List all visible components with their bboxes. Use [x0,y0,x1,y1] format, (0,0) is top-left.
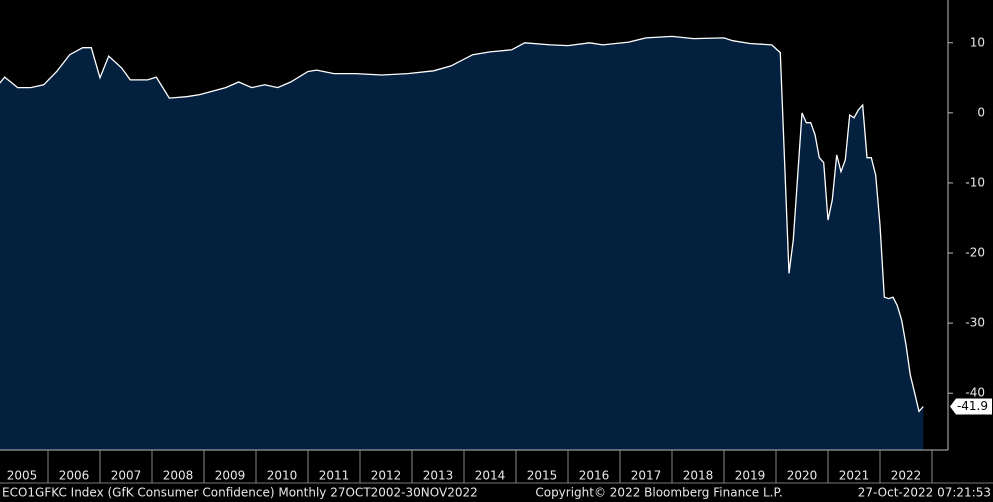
x-tick-label: 2015 [527,469,558,483]
y-tick-label: -40 [965,386,985,400]
footer-center: Copyright© 2022 Bloomberg Finance L.P. [535,486,782,500]
x-tick-label: 2016 [579,469,610,483]
x-tick-label: 2014 [475,469,506,483]
footer-left: ECO1GFKC Index (GfK Consumer Confidence)… [2,486,478,500]
x-tick-label: 2020 [787,469,818,483]
x-tick-label: 2022 [891,469,922,483]
x-tick-label: 2012 [371,469,402,483]
x-tick-label: 2009 [215,469,246,483]
x-tick-label: 2007 [111,469,142,483]
area [0,36,924,450]
footer-right: 27-Oct-2022 07:21:53 [858,486,991,500]
x-tick-label: 2008 [163,469,194,483]
x-tick-label: 2017 [631,469,662,483]
x-tick-label: 2011 [319,469,350,483]
x-tick-label: 2018 [683,469,714,483]
x-tick-label: 2019 [735,469,766,483]
x-tick-label: 2013 [423,469,454,483]
line [0,35,924,413]
y-tick-label: -10 [965,175,985,189]
y-tick-label: -30 [965,316,985,330]
y-tick-label: 10 [970,35,985,49]
x-tick-label: 2021 [839,469,870,483]
y-tick-label: -20 [965,246,985,260]
last-value-label: -41.9 [957,399,988,413]
x-tick-label: 2005 [7,469,38,483]
x-tick-label: 2010 [267,469,298,483]
last-value-tag [950,398,992,415]
y-tick-label: 0 [977,105,985,119]
x-tick-label: 2006 [59,469,90,483]
